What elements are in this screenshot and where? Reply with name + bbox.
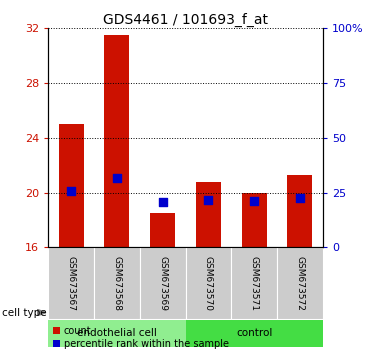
Bar xyxy=(242,193,267,247)
Text: cell type: cell type xyxy=(2,308,46,318)
Point xyxy=(160,199,165,205)
Bar xyxy=(94,247,140,319)
Point xyxy=(251,198,257,203)
Bar xyxy=(59,124,84,247)
Point xyxy=(114,175,120,181)
Point xyxy=(297,195,303,201)
Bar xyxy=(104,35,129,247)
Bar xyxy=(186,320,323,347)
Point xyxy=(68,188,74,193)
Text: control: control xyxy=(236,329,272,338)
Text: GSM673572: GSM673572 xyxy=(295,256,304,311)
Title: GDS4461 / 101693_f_at: GDS4461 / 101693_f_at xyxy=(103,13,268,27)
Text: GSM673570: GSM673570 xyxy=(204,256,213,311)
Bar xyxy=(277,247,323,319)
Point xyxy=(206,197,211,203)
Text: GSM673569: GSM673569 xyxy=(158,256,167,311)
Text: GSM673567: GSM673567 xyxy=(67,256,76,311)
Legend: count, percentile rank within the sample: count, percentile rank within the sample xyxy=(53,326,229,349)
Bar xyxy=(186,247,231,319)
Bar xyxy=(48,320,186,347)
Bar xyxy=(287,175,312,247)
Text: GSM673568: GSM673568 xyxy=(112,256,121,311)
Text: GSM673571: GSM673571 xyxy=(250,256,259,311)
Bar xyxy=(150,213,175,247)
Polygon shape xyxy=(37,309,46,316)
Bar xyxy=(196,182,221,247)
Text: endothelial cell: endothelial cell xyxy=(77,329,157,338)
Bar xyxy=(48,247,94,319)
Bar xyxy=(231,247,277,319)
Bar xyxy=(140,247,186,319)
